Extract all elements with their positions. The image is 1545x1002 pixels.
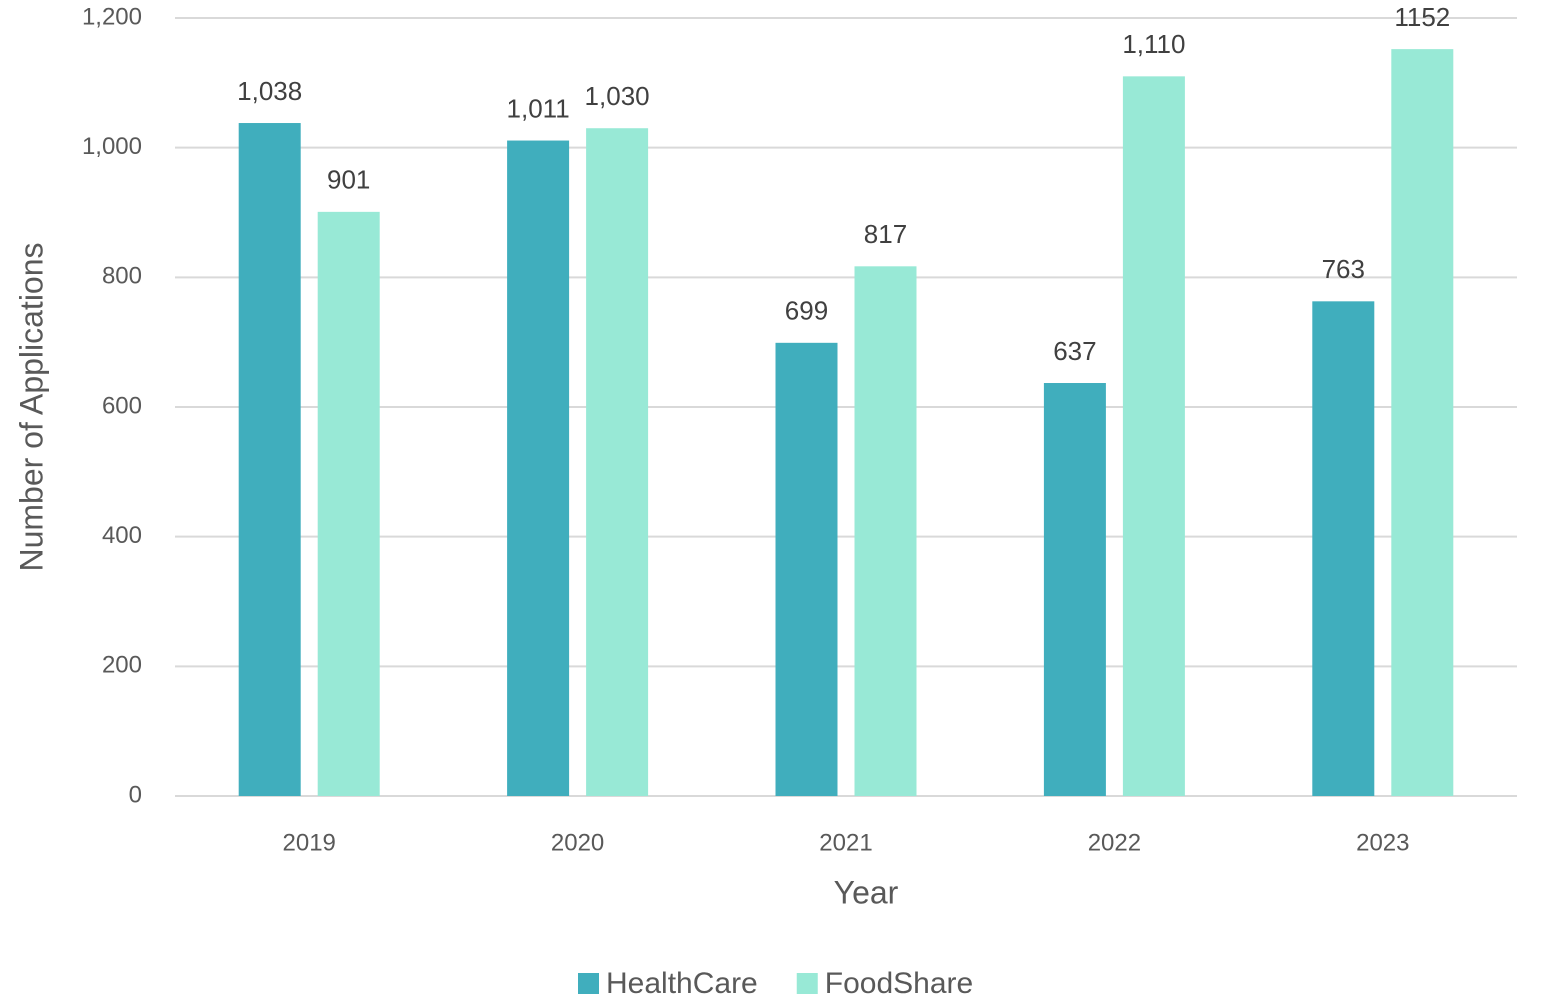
y-tick-label: 400: [102, 522, 142, 549]
bar: [507, 140, 570, 796]
x-tick-label: 2019: [283, 829, 336, 856]
bar: [775, 342, 838, 796]
legend-label: HealthCare: [606, 967, 758, 1000]
x-tick-label: 2022: [1088, 829, 1141, 856]
y-tick-label: 200: [102, 652, 142, 679]
bar: [586, 128, 649, 796]
legend-label: FoodShare: [825, 967, 973, 1000]
value-label: 699: [785, 296, 828, 326]
y-tick-label: 0: [129, 781, 142, 808]
value-label: 817: [864, 219, 907, 249]
legend-swatch: [796, 973, 818, 994]
y-tick-label: 1,200: [82, 3, 142, 30]
y-tick-label: 800: [102, 263, 142, 290]
value-label: 763: [1322, 254, 1365, 284]
bar: [317, 211, 380, 796]
bar: [1043, 383, 1106, 796]
bar: [1312, 301, 1375, 796]
x-tick-label: 2020: [551, 829, 604, 856]
value-label: 1152: [1394, 2, 1450, 32]
bar: [238, 123, 301, 796]
x-tick-label: 2023: [1356, 829, 1409, 856]
value-label: 901: [327, 165, 370, 195]
bar: [854, 266, 917, 797]
x-tick-label: 2021: [819, 829, 872, 856]
legend-swatch: [578, 973, 599, 994]
value-label: 1,110: [1122, 29, 1185, 59]
bar: [1391, 49, 1454, 797]
bar: [1122, 76, 1185, 797]
y-tick-label: 600: [102, 392, 142, 419]
y-axis-title: Number of Applications: [13, 242, 49, 571]
value-label: 637: [1053, 336, 1096, 366]
value-label: 1,011: [507, 93, 570, 123]
y-tick-label: 1,000: [82, 133, 142, 160]
x-axis-title: Year: [834, 874, 899, 910]
value-label: 1,030: [585, 81, 650, 111]
value-label: 1,038: [237, 76, 302, 106]
